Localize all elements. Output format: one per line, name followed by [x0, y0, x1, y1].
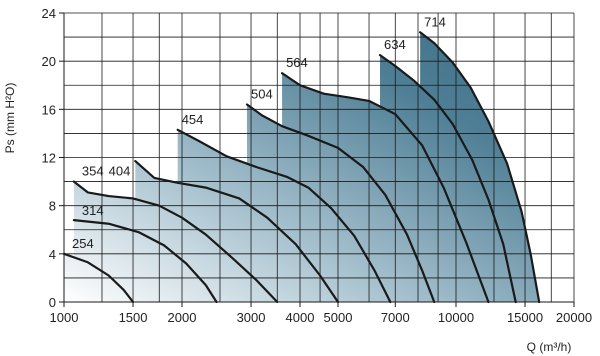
x-tick-label: 10000 — [438, 310, 474, 325]
y-tick-label: 8 — [49, 199, 56, 214]
curve-404 — [134, 160, 340, 304]
curve-labels: 254 314 354 404 454 504 564 634 714 — [72, 14, 446, 251]
curve-label-454: 454 — [182, 112, 204, 127]
y-tick-label: 0 — [49, 295, 56, 310]
y-tick-label: 12 — [42, 151, 56, 166]
x-axis-title: Q (m³/h) — [527, 340, 572, 354]
x-tick-label: 5000 — [324, 310, 353, 325]
y-tick-label: 20 — [42, 54, 56, 69]
performance-curves — [62, 31, 541, 304]
x-tick-label: 4000 — [286, 310, 315, 325]
y-tick-label: 16 — [42, 102, 56, 117]
curve-714 — [419, 31, 541, 304]
x-tick-label: 2000 — [168, 310, 197, 325]
operating-area — [64, 32, 540, 303]
curve-label-314: 314 — [82, 203, 104, 218]
y-tick-label: 24 — [42, 6, 56, 21]
curve-354 — [72, 180, 279, 304]
x-tick-label: 7000 — [381, 310, 410, 325]
curve-504 — [245, 103, 436, 304]
x-tick-label: 20000 — [556, 310, 592, 325]
curve-label-714: 714 — [424, 14, 446, 29]
curve-454 — [176, 128, 392, 304]
curve-314 — [72, 219, 218, 304]
curve-label-354: 354 — [82, 164, 104, 179]
x-tick-label: 3000 — [237, 310, 266, 325]
curve-564 — [280, 72, 490, 304]
curve-label-254: 254 — [72, 236, 94, 251]
curve-label-504: 504 — [251, 87, 273, 102]
x-tick-label: 1000 — [50, 310, 79, 325]
curve-634 — [378, 54, 517, 304]
operating-area-fill — [64, 32, 540, 303]
curve-label-634: 634 — [384, 37, 406, 52]
curve-label-404: 404 — [109, 164, 131, 179]
curve-254 — [62, 252, 135, 304]
curve-label-564: 564 — [286, 55, 308, 70]
y-axis-title: Ps (mm H²O) — [3, 83, 17, 154]
grid — [63, 12, 575, 303]
x-tick-label: 1500 — [119, 310, 148, 325]
y-tick-label: 4 — [49, 247, 56, 262]
x-tick-label: 15000 — [507, 310, 543, 325]
axes: 1000 1500 2000 3000 4000 5000 7000 10000 15000 20… — [42, 6, 593, 325]
